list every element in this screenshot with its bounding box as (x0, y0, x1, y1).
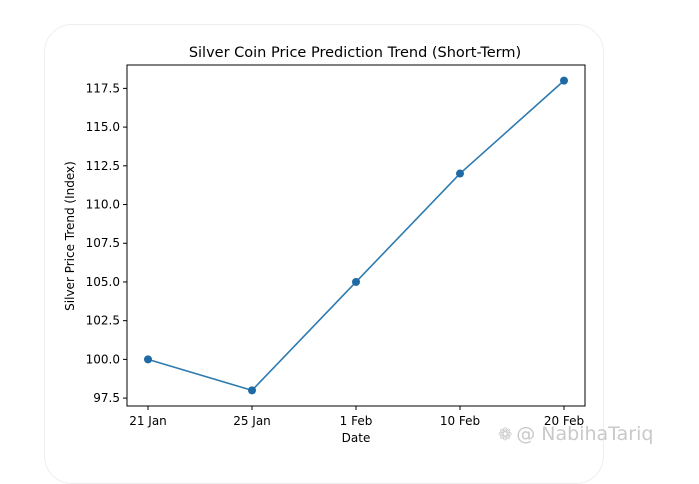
y-tick-label: 105.0 (86, 275, 120, 289)
watermark: ❁ @ NabihaTariq (498, 423, 653, 445)
x-tick-label: 21 Jan (129, 414, 167, 428)
x-axis: 21 Jan 25 Jan 1 Feb 10 Feb 20 Feb (129, 406, 584, 428)
data-point (352, 277, 360, 286)
x-tick-label: 25 Jan (233, 414, 271, 428)
data-point (144, 355, 152, 364)
x-tick-label: 10 Feb (440, 414, 480, 428)
y-tick-label: 102.5 (86, 314, 120, 328)
x-tick-label: 1 Feb (340, 414, 373, 428)
chart-card (44, 24, 604, 484)
line-chart: Silver Coin Price Prediction Trend (Shor… (63, 45, 586, 445)
y-axis-label: Silver Price Trend (Index) (63, 161, 77, 311)
y-axis: 97.5 100.0 102.5 105.0 107.5 110.0 112.5 115.0 1… (86, 81, 127, 405)
y-tick-label: 110.0 (86, 198, 120, 212)
chart-title: Silver Coin Price Prediction Trend (Shor… (189, 45, 521, 61)
data-point (248, 386, 256, 395)
y-tick-label: 117.5 (86, 81, 120, 95)
binance-logo-icon: ❁ (498, 425, 513, 445)
data-point (560, 76, 568, 85)
series-layer (144, 76, 568, 395)
y-tick-label: 97.5 (93, 391, 120, 405)
series-line (147, 80, 565, 392)
data-point (456, 169, 464, 178)
y-tick-label: 112.5 (86, 159, 120, 173)
plot-area (126, 64, 586, 407)
y-tick-label: 100.0 (86, 352, 120, 366)
y-tick-label: 115.0 (86, 120, 120, 134)
y-tick-label: 107.5 (86, 236, 120, 250)
x-axis-label: Date (342, 431, 371, 445)
x-tick-label: 20 Feb (544, 414, 584, 428)
watermark-text: @ NabihaTariq (516, 423, 654, 445)
